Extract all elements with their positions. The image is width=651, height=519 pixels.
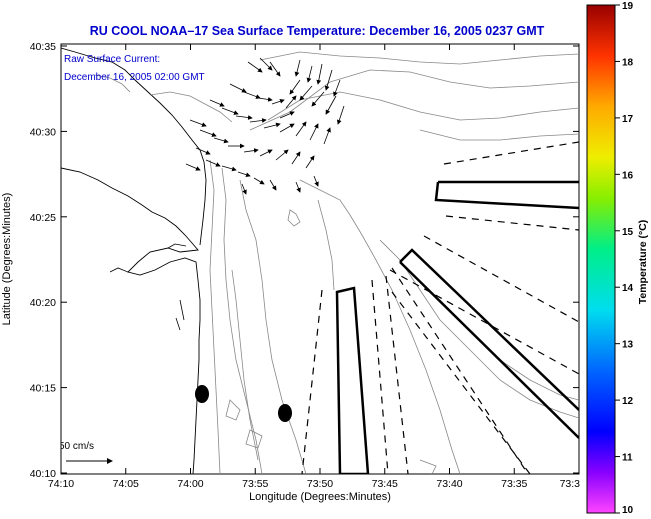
- colorbar-tick-label: 17: [622, 114, 634, 125]
- colorbar-tick-label: 10: [622, 505, 634, 516]
- x-tick-label: 74:00: [177, 478, 203, 490]
- shipping-lanes: [335, 180, 579, 474]
- x-tick-label: 73:45: [372, 478, 398, 490]
- x-tick-label: 73:3: [560, 478, 581, 490]
- station-marker: [195, 385, 209, 403]
- overlay-line-2: December 16, 2005 02:00 GMT: [64, 72, 205, 83]
- colorbar-tick-label: 13: [622, 340, 634, 351]
- x-tick-label: 73:40: [436, 478, 462, 490]
- x-tick-label: 74:10: [48, 478, 74, 490]
- bathymetry-contours: [94, 51, 579, 474]
- x-tick-label: 73:50: [307, 478, 333, 490]
- colorbar-tick-label: 12: [622, 396, 634, 407]
- y-axis-label: Latitude (Degrees:Minutes): [1, 193, 13, 326]
- station-marker: [278, 404, 292, 422]
- colorbar-tick-label: 16: [622, 170, 634, 181]
- colorbar-tick-label: 19: [622, 1, 634, 12]
- figure-title: RU COOL NOAA–17 Sea Surface Temperature:…: [90, 24, 545, 38]
- plot-frame: [60, 43, 580, 475]
- coastline-detail: [109, 243, 187, 331]
- x-tick-label: 73:35: [501, 478, 527, 490]
- y-tick-label: 40:10: [30, 468, 56, 480]
- colorbar-label: Temperature (°C): [637, 220, 649, 305]
- y-tick-label: 40:20: [30, 297, 56, 309]
- colorbar: [586, 4, 616, 514]
- colorbar-ticks: 19 18 17 16 15 14 13 12 11 10: [615, 1, 634, 516]
- dashed-lanes: [301, 141, 579, 474]
- x-tick-label: 73:55: [242, 478, 268, 490]
- y-tick-label: 40:25: [30, 212, 56, 224]
- map-content: Raw Surface Current: December 16, 2005 0…: [59, 47, 579, 474]
- scale-bar-label: 50 cm/s: [59, 441, 94, 452]
- y-tick-label: 40:30: [30, 126, 56, 138]
- x-axis-label: Longitude (Degrees:Minutes): [249, 491, 391, 503]
- y-axis: 40:35 40:30 40:25 40:20 40:15 40:10: [30, 41, 579, 480]
- surface-current-vectors: [185, 57, 345, 195]
- x-tick-label: 74:05: [113, 478, 139, 490]
- x-axis: 74:10 74:05 74:00 73:55 73:50 73:45 73:40 73:35…: [48, 44, 580, 490]
- y-tick-label: 40:15: [30, 383, 56, 395]
- overlay-line-1: Raw Surface Current:: [64, 54, 160, 65]
- colorbar-tick-label: 11: [622, 453, 633, 464]
- colorbar-tick-label: 15: [622, 227, 634, 238]
- colorbar-tick-label: 18: [622, 57, 634, 68]
- y-tick-label: 40:35: [30, 41, 56, 53]
- colorbar-tick-label: 14: [622, 283, 634, 294]
